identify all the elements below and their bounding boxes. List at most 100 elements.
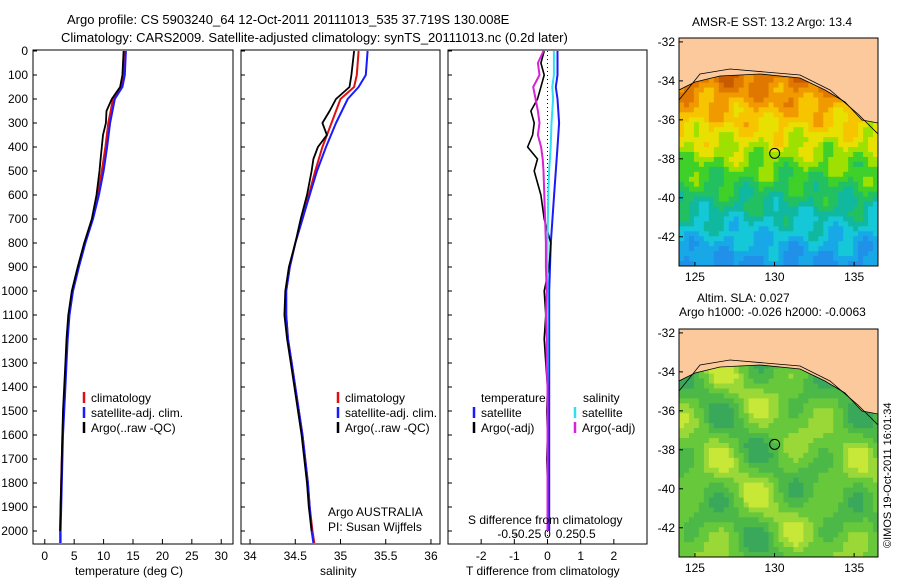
- map-cell: [703, 532, 710, 538]
- map-cell: [738, 393, 745, 399]
- x-tick-label: 5: [71, 549, 78, 563]
- map-cell: [703, 497, 710, 504]
- map-cell: [778, 102, 785, 108]
- map-cell: [713, 206, 720, 213]
- map-cell: [868, 542, 874, 548]
- map-cell: [768, 77, 775, 84]
- map-cell: [743, 497, 750, 504]
- map-cell: [818, 378, 824, 385]
- map-cell: [788, 171, 795, 178]
- map-cell: [778, 388, 785, 395]
- map-cell: [813, 532, 819, 538]
- map-cell: [728, 393, 735, 399]
- map-cell: [868, 472, 874, 479]
- map-cell: [798, 147, 804, 153]
- map-cell: [833, 497, 839, 504]
- map-cell: [728, 388, 735, 395]
- map-cell: [838, 107, 844, 113]
- map-cell: [708, 186, 715, 193]
- map-cell: [848, 487, 854, 494]
- map-cell: [868, 527, 874, 533]
- map-cell: [713, 196, 720, 203]
- map-cell: [843, 497, 849, 504]
- map-cell: [778, 477, 785, 484]
- map-cell: [793, 527, 799, 533]
- map-cell: [778, 482, 785, 489]
- map-cell: [748, 443, 755, 449]
- map-cell: [728, 433, 735, 439]
- map-cell: [818, 176, 824, 183]
- map-cell: [803, 211, 809, 218]
- map-cell: [679, 142, 685, 148]
- map-cell: [848, 408, 854, 414]
- map-cell: [753, 82, 760, 89]
- map-cell: [718, 497, 725, 504]
- map-cell: [803, 137, 809, 143]
- map-cell: [708, 92, 715, 99]
- map-cell: [793, 122, 799, 128]
- map-cell: [748, 221, 755, 227]
- map-cell: [728, 512, 735, 518]
- map-cell: [733, 87, 740, 94]
- map-cell: [833, 246, 839, 252]
- map-cell: [703, 487, 710, 494]
- map-cell: [803, 467, 809, 474]
- map-cell: [718, 472, 725, 479]
- map-cell: [843, 181, 849, 188]
- map-cell: [758, 241, 765, 247]
- map-cell: [693, 428, 700, 434]
- map-cell: [833, 542, 839, 548]
- map-cell: [713, 413, 720, 419]
- map-x-tick-label: 130: [765, 270, 785, 284]
- map-cell: [728, 246, 735, 252]
- map-cell: [783, 251, 790, 257]
- map-cell: [848, 423, 854, 429]
- map-cell: [768, 398, 775, 404]
- map-cell: [703, 137, 710, 143]
- map-cell: [703, 142, 710, 148]
- map-cell: [873, 443, 878, 449]
- map-cell: [753, 102, 760, 108]
- map-cell: [788, 122, 795, 128]
- difference-x-axis: -2 -1 0 1 2-0.5-0.25 0 0.25 0.5: [476, 527, 618, 563]
- map-cell: [728, 423, 735, 429]
- map-cell: [693, 102, 700, 108]
- map-cell: [798, 201, 804, 208]
- map-cell: [798, 181, 804, 188]
- temperature-x-axis: 0 5 10 15 20 25 30: [41, 539, 228, 563]
- map-cell: [798, 191, 804, 198]
- map-cell: [723, 403, 730, 409]
- map-cell: [793, 373, 799, 380]
- map-cell: [708, 423, 715, 429]
- map-cell: [803, 418, 809, 424]
- map-cell: [723, 378, 730, 385]
- map-cell: [728, 231, 735, 237]
- map-cell: [793, 211, 799, 218]
- map-cell: [808, 87, 814, 94]
- map-cell: [853, 216, 859, 222]
- map-cell: [703, 176, 710, 183]
- map-cell: [743, 512, 750, 518]
- map-cell: [843, 542, 849, 548]
- map-cell: [688, 552, 695, 557]
- map-cell: [748, 532, 755, 538]
- map-cell: [758, 246, 765, 252]
- map-cell: [813, 147, 819, 153]
- map-cell: [813, 241, 819, 247]
- map-cell: [858, 472, 864, 479]
- map-cell: [828, 542, 834, 548]
- map-cell: [738, 398, 745, 404]
- map-cell: [808, 507, 814, 513]
- map-cell: [868, 251, 874, 257]
- map-cell: [838, 236, 844, 242]
- map-cell: [733, 517, 740, 523]
- map-cell: [858, 147, 864, 153]
- map-cell: [748, 102, 755, 108]
- map-cell: [763, 246, 770, 252]
- map-cell: [763, 137, 770, 143]
- map-cell: [868, 443, 874, 449]
- map-cell: [818, 418, 824, 424]
- map-cell: [753, 256, 760, 262]
- map-cell: [703, 507, 710, 513]
- map-cell: [778, 383, 785, 390]
